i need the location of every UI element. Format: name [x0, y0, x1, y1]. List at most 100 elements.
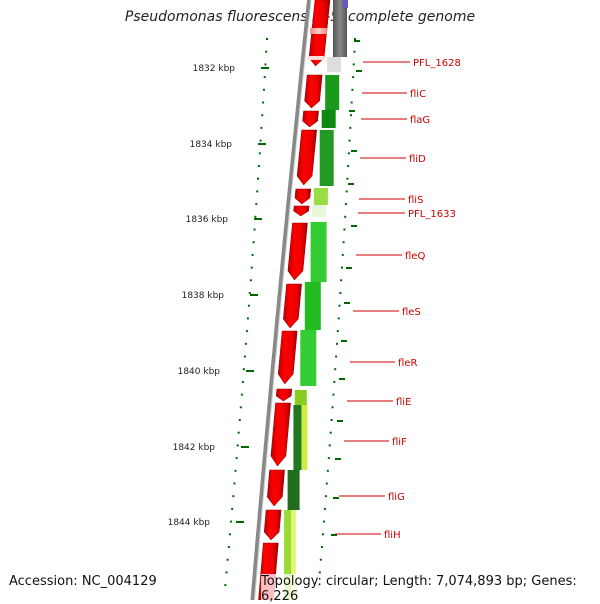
ruler-outer-dot — [325, 482, 328, 485]
cds-arrow-8 — [283, 283, 302, 329]
accession-label: Accession: NC_004129 — [9, 574, 157, 589]
ruler-label: 1832 kbp — [193, 64, 236, 74]
ruler-outer-dot — [324, 495, 327, 498]
ruler-minor-tick — [238, 419, 241, 421]
gc-content-track — [284, 0, 362, 600]
ruler-outer-dot — [342, 241, 345, 244]
cds-arrow-9 — [277, 330, 298, 385]
ruler-minor-tick — [263, 76, 266, 79]
gene-label: fliS — [408, 195, 423, 206]
ruler-major-tick — [250, 294, 258, 296]
ruler-minor-tick — [232, 495, 235, 498]
gc-segment-4 — [321, 110, 336, 128]
ruler-minor-tick — [250, 266, 253, 269]
gc-segment-13 — [287, 470, 300, 510]
ruler-outer-dot — [345, 190, 348, 193]
ruler-outer-dot — [323, 507, 326, 510]
ruler-major-tick — [241, 446, 249, 448]
gene-labels: PFL_1628 fliC flaG fliD fliS PFL_1633 fleQ fleS… — [335, 58, 461, 541]
gene-label: fliH — [384, 530, 401, 541]
ruler-outer-dot — [349, 126, 352, 129]
gc-segment-1 — [333, 0, 347, 57]
skew-tick-5 — [348, 183, 354, 185]
ruler-minor-tick — [228, 533, 231, 536]
skew-tick-2 — [356, 70, 362, 72]
skew-tick-12 — [335, 458, 341, 460]
ruler-label: 1836 kbp — [186, 215, 229, 225]
map-title: Pseudomonas fluorescens Pf-5, complete g… — [124, 9, 476, 25]
ruler-minor-tick — [247, 304, 250, 307]
ruler-minor-tick — [256, 190, 259, 193]
ruler-outer-dot — [322, 520, 325, 523]
gene-label: fliE — [396, 397, 411, 408]
ruler-outer-dot — [320, 546, 323, 548]
ruler-outer-dot — [328, 444, 331, 447]
ruler-outer-dot — [344, 215, 347, 218]
cds-arrow-11 — [270, 402, 291, 467]
ruler-minor-tick — [257, 177, 259, 180]
skew-tick-8 — [344, 302, 350, 304]
ruler-outer-dot — [334, 368, 337, 371]
ruler-outer-dot — [335, 355, 338, 358]
ruler-minor-tick — [254, 215, 257, 218]
cds-arrow-2 — [304, 74, 323, 109]
ruler-outer-dot — [348, 139, 351, 142]
ruler-minor-tick — [243, 355, 246, 358]
cds-arrow-3 — [302, 110, 319, 128]
ruler-minor-tick — [231, 507, 234, 510]
gc-segment-5 — [319, 130, 334, 186]
ruler-minor-tick — [249, 279, 252, 282]
ruler-minor-tick — [234, 469, 237, 472]
cds-arrow-7 — [287, 222, 308, 281]
ruler-outer-dot — [331, 406, 334, 409]
ruler-label: 1842 kbp — [173, 443, 216, 453]
ruler-outer-dot — [318, 571, 321, 574]
skew-tick-9 — [341, 340, 347, 342]
gc-blue-sliver — [343, 0, 348, 8]
gene-label: fliG — [388, 492, 405, 503]
gc-segment-14 — [284, 510, 295, 600]
gene-label: PFL_1633 — [408, 209, 456, 220]
gene-label: PFL_1628 — [413, 58, 461, 69]
ruler-outer-dot — [352, 76, 355, 79]
ruler-outer-dot — [346, 177, 349, 180]
ruler-outer-dot — [341, 266, 343, 269]
ruler-minor-tick — [246, 317, 249, 320]
gc-segment-12 — [293, 405, 304, 470]
gc-segment-8 — [310, 222, 327, 282]
ruler-major-tick — [236, 521, 244, 523]
ruler-minor-tick — [227, 546, 230, 548]
ruler-minor-tick — [245, 330, 248, 333]
ruler-outer-dot — [341, 253, 344, 256]
gene-label: fliC — [410, 89, 426, 100]
ruler-outer-dot — [347, 165, 350, 167]
ruler-minor-tick — [230, 520, 233, 523]
ruler-outer-dot — [344, 203, 347, 206]
ruler-minor-tick — [265, 50, 268, 53]
gc-segment-7 — [312, 205, 327, 217]
ruler-major-tick — [246, 370, 254, 372]
skew-tick-3 — [349, 110, 355, 112]
ruler-outer-dot — [339, 292, 342, 294]
cds-arrow-12 — [267, 469, 285, 507]
cds-arrow-5 — [294, 188, 312, 205]
ruler-minor-tick — [244, 342, 247, 345]
cds-arrow-6 — [293, 205, 310, 217]
ruler-minor-tick — [240, 393, 243, 396]
cds-separator-2 — [307, 56, 325, 60]
ruler-minor-tick — [235, 457, 238, 460]
ruler-outer-dot — [321, 533, 324, 536]
ruler-major-tick — [254, 218, 262, 220]
ruler-outer-dot — [343, 228, 346, 231]
ruler-outer-dot — [351, 88, 354, 91]
ruler-minor-tick — [241, 380, 244, 383]
skew-tick-6 — [351, 225, 357, 227]
skew-tick-13 — [333, 497, 339, 499]
gc-segment-6 — [313, 188, 328, 205]
ruler-minor-tick — [262, 101, 265, 104]
scale-ruler: 1832 kbp 1834 kbp 1836 kbp 1838 kbp 1840 kbp… — [168, 38, 356, 587]
gc-segment-10 — [300, 330, 317, 386]
skew-tick-1 — [354, 40, 360, 42]
ruler-minor-tick — [233, 482, 236, 485]
skew-tick-14 — [331, 534, 337, 536]
